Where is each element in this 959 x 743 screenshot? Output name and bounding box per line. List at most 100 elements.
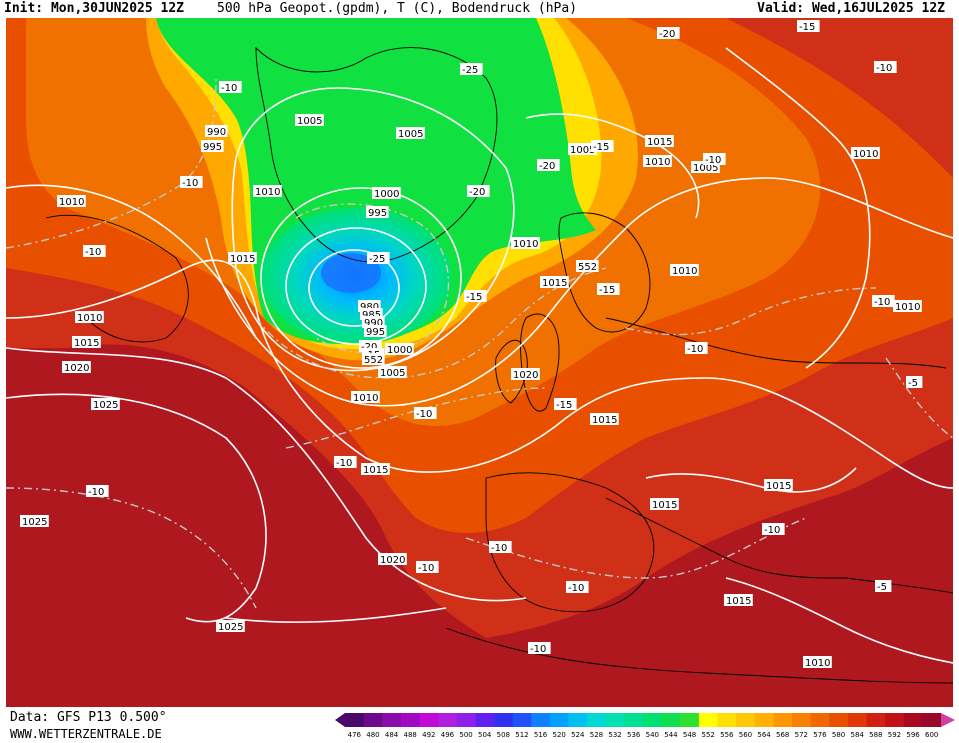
pressure-label-box (893, 300, 922, 312)
temperature-label: -10 (566, 581, 589, 594)
isobar-1010-south (725, 577, 953, 664)
temperature-label-text: -5 (908, 378, 918, 389)
temperature-label-text: -10 (416, 409, 432, 420)
isotherm-minus10-south (465, 517, 807, 579)
pressure-label-text: 1015 (363, 465, 388, 476)
pressure-label: 995 (364, 325, 387, 338)
temperature-label-text: -10 (418, 563, 434, 574)
pressure-label-text: 1005 (398, 129, 423, 140)
pressure-label: 1005 (378, 366, 407, 379)
temperature-label-text: -10 (491, 543, 507, 554)
labrador-coast (45, 214, 189, 343)
pressure-label-text: 1005 (297, 116, 322, 127)
pressure-label-text: 1010 (255, 187, 280, 198)
temperature-label-text: -10 (336, 458, 352, 469)
temperature-label: -10 (414, 407, 437, 420)
pressure-label-text: 990 (364, 318, 383, 329)
temperature-label-text: -25 (462, 65, 478, 76)
temperature-label: -10 (489, 541, 512, 554)
pressure-label-box (216, 620, 245, 632)
pressure-label-box (361, 463, 390, 475)
legend-swatch (400, 713, 420, 727)
temperature-label: -5 (875, 580, 892, 593)
temperature-label-box (528, 642, 551, 654)
pressure-label: 1020 (62, 361, 91, 374)
legend-tick-label: 560 (739, 731, 752, 739)
temperature-label-text: -10 (764, 525, 780, 536)
pressure-label-text: 1010 (59, 197, 84, 208)
valid-time: Valid: Wed,16JUL2025 12Z (757, 1, 945, 16)
pressure-label-text: 995 (368, 208, 387, 219)
isobar-990 (308, 249, 400, 327)
isobar-1025 (6, 393, 267, 623)
legend-tick-label: 504 (478, 731, 492, 739)
legend-tick-label: 576 (813, 731, 827, 739)
pressure-label-text: 1015 (726, 596, 751, 607)
pressure-label-box (295, 114, 324, 126)
legend-swatch (810, 713, 830, 727)
pressure-label-box (385, 343, 414, 355)
temperature-label-box (416, 561, 439, 573)
isobar-1010-west (6, 184, 257, 339)
temperature-label-text: -10 (876, 63, 892, 74)
temperature-label-text: -10 (530, 644, 546, 655)
website-url: WWW.WETTERZENTRALE.DE (10, 727, 162, 741)
temperature-label-text: -10 (687, 344, 703, 355)
pressure-label: 1015 (645, 135, 674, 148)
temperature-label-text: 552 (578, 262, 597, 273)
isobar-1020 (6, 347, 527, 602)
temperature-label-text: -20 (539, 161, 555, 172)
pressure-label-box (511, 368, 540, 380)
pressure-label: 1020 (378, 553, 407, 566)
pressure-label-text: 1015 (647, 137, 672, 148)
pressure-label-box (351, 391, 380, 403)
pressure-label: 1005 (295, 114, 324, 127)
temperature-label-box (874, 61, 897, 73)
pressure-label: 1015 (540, 276, 569, 289)
legend-tick-label: 596 (906, 731, 920, 739)
legend-tick-label: 476 (348, 731, 362, 739)
legend-swatch (438, 713, 458, 727)
pressure-label-text: 1015 (652, 500, 677, 511)
legend-swatch (661, 713, 681, 727)
temperature-label: -15 (597, 283, 620, 296)
temperature-label: -10 (180, 176, 203, 189)
temperature-label-box (875, 580, 892, 592)
pressure-label: 1025 (20, 515, 49, 528)
pressure-label-box (511, 237, 540, 249)
pressure-labels: 1005100510009959909951010101010151010101… (20, 114, 922, 669)
legend-tick-label: 484 (385, 731, 399, 739)
temperature-label-text: -20 (469, 187, 485, 198)
pressure-label-text: 1005 (570, 145, 595, 156)
legend-swatch (903, 713, 923, 727)
legend-tick-label: 600 (925, 731, 938, 739)
pressure-label-box (364, 325, 387, 337)
temperature-label-box (537, 159, 560, 171)
legend-tick-label: 528 (590, 731, 603, 739)
temperature-label: -10 (334, 456, 357, 469)
pressure-label-box (851, 147, 880, 159)
pressure-label-box (62, 361, 91, 373)
pressure-label-text: 1015 (592, 415, 617, 426)
pressure-label-text: 1015 (74, 338, 99, 349)
legend-swatch (568, 713, 588, 727)
temperature-label: -15 (591, 140, 614, 153)
pressure-label-text: 985 (362, 310, 381, 321)
isotherm-minus25 (295, 203, 450, 354)
legend-tick-label: 512 (515, 731, 528, 739)
pressure-label-box (650, 498, 679, 510)
temperature-label-box (554, 398, 577, 410)
temperature-label-box (414, 407, 437, 419)
pressure-label-box (378, 366, 407, 378)
pressure-label-text: 980 (360, 302, 379, 313)
legend-tick-label: 580 (832, 731, 845, 739)
pressure-label-text: 1015 (542, 278, 567, 289)
temperature-label-box (83, 245, 106, 257)
pressure-label-text: 1005 (693, 163, 718, 174)
pressure-label-box (201, 140, 224, 152)
legend-swatch (605, 713, 625, 727)
legend-swatch (382, 713, 402, 727)
pressure-label-box (75, 311, 104, 323)
legend-swatch (773, 713, 793, 727)
pressure-label: 1015 (650, 498, 679, 511)
